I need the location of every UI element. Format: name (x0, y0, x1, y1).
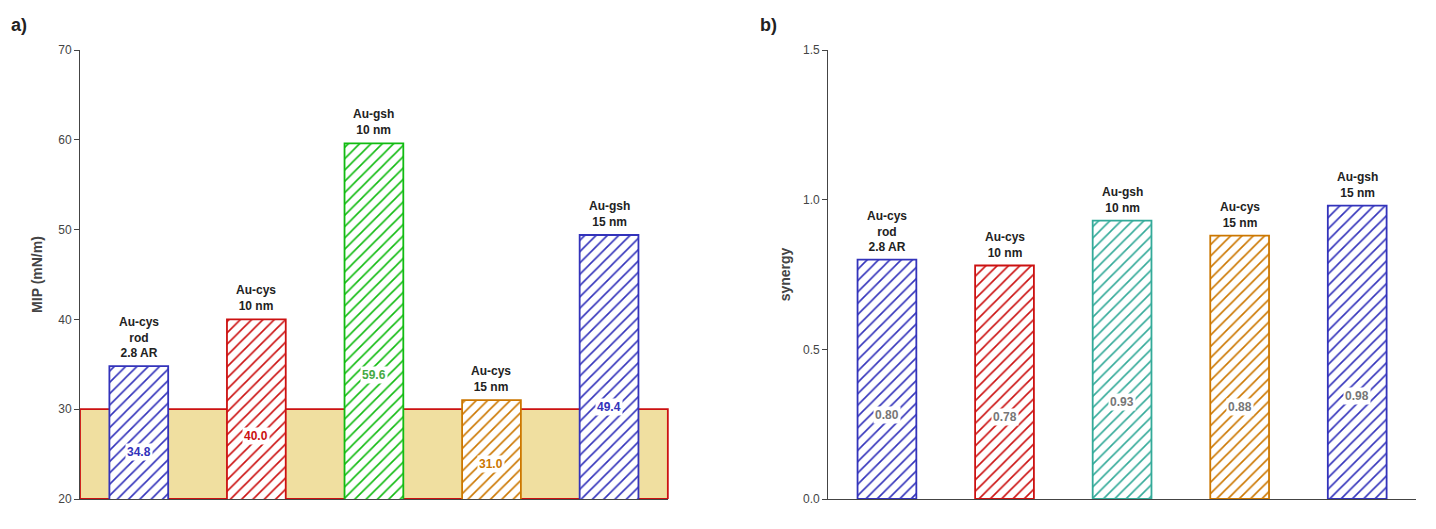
svg-text:49.4: 49.4 (597, 400, 621, 414)
svg-text:0.88: 0.88 (1228, 400, 1252, 414)
svg-text:30: 30 (58, 402, 72, 416)
svg-text:0.80: 0.80 (875, 408, 899, 422)
svg-text:0.98: 0.98 (1345, 389, 1369, 403)
svg-text:a): a) (11, 15, 27, 35)
svg-text:20: 20 (58, 492, 72, 506)
svg-text:1.0: 1.0 (803, 193, 820, 207)
svg-text:40: 40 (58, 313, 72, 327)
svg-text:0.0: 0.0 (803, 492, 820, 506)
svg-text:0.5: 0.5 (803, 343, 820, 357)
svg-text:31.0: 31.0 (479, 457, 503, 471)
svg-text:Au-gsh15 nm: Au-gsh15 nm (1337, 170, 1378, 200)
svg-text:Au-cys15 nm: Au-cys15 nm (471, 364, 511, 394)
svg-text:60: 60 (58, 133, 72, 147)
svg-text:0.93: 0.93 (1110, 395, 1134, 409)
svg-text:Au-cys10 nm: Au-cys10 nm (236, 283, 276, 313)
svg-text:b): b) (760, 15, 777, 35)
svg-text:Au-gsh15 nm: Au-gsh15 nm (589, 199, 630, 229)
svg-text:70: 70 (58, 43, 72, 57)
svg-text:Au-cys15 nm: Au-cys15 nm (1220, 200, 1260, 230)
svg-text:Au-cys10 nm: Au-cys10 nm (985, 230, 1025, 260)
svg-text:Au-gsh10 nm: Au-gsh10 nm (353, 107, 394, 137)
svg-text:Au-cysrod2.8 AR: Au-cysrod2.8 AR (867, 209, 907, 254)
svg-text:34.8: 34.8 (127, 445, 151, 459)
svg-text:synergy: synergy (777, 247, 793, 301)
svg-text:Au-gsh10 nm: Au-gsh10 nm (1102, 185, 1143, 215)
svg-text:50: 50 (58, 223, 72, 237)
svg-text:1.5: 1.5 (803, 43, 820, 57)
svg-text:MIP (mN/m): MIP (mN/m) (29, 236, 45, 313)
svg-text:40.0: 40.0 (244, 429, 268, 443)
svg-text:59.6: 59.6 (362, 368, 386, 382)
svg-text:Au-cysrod2.8 AR: Au-cysrod2.8 AR (119, 315, 159, 360)
svg-text:0.78: 0.78 (993, 410, 1017, 424)
